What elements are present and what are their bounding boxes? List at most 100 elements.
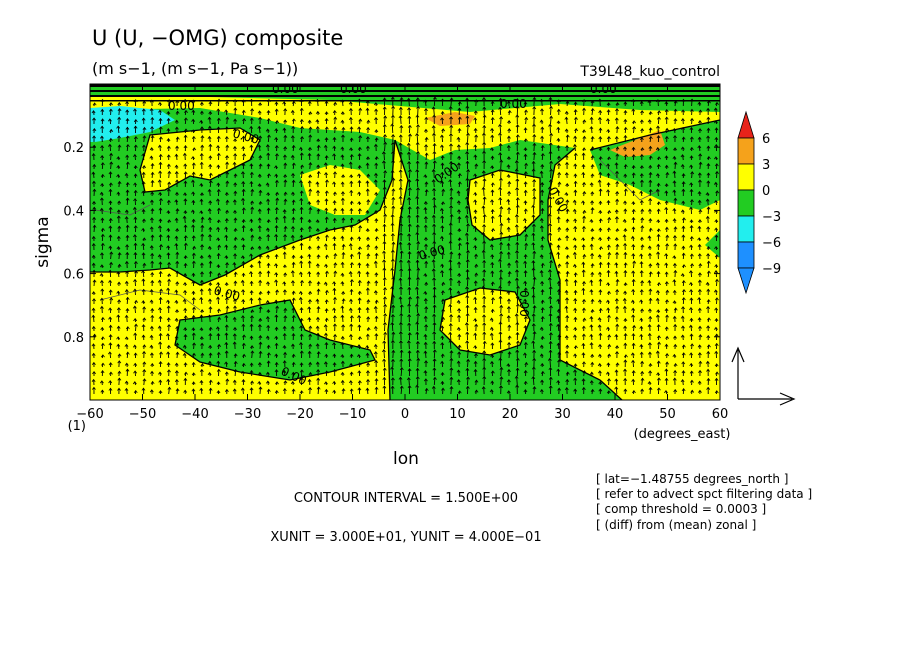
wind-vector-head xyxy=(514,224,519,228)
wind-vector-head xyxy=(680,118,685,122)
wind-vector-head xyxy=(183,377,188,381)
wind-vector-head xyxy=(540,363,545,367)
wind-vector-head xyxy=(332,353,337,357)
wind-vector xyxy=(449,340,452,350)
wind-vector-head xyxy=(673,335,677,339)
wind-vector-head xyxy=(549,132,554,136)
wind-vector-head xyxy=(698,360,703,364)
wind-vector xyxy=(441,270,444,278)
wind-vector-head xyxy=(233,153,238,157)
wind-vector-head xyxy=(133,182,138,186)
wind-vector xyxy=(458,361,460,368)
wind-vector-head xyxy=(324,353,329,357)
wind-vector-head xyxy=(639,153,644,157)
wind-vector xyxy=(550,260,552,269)
wind-vector-head xyxy=(149,352,154,356)
wind-vector-head xyxy=(241,272,246,276)
wind-vector-head xyxy=(532,179,537,183)
wind-vector-head xyxy=(182,344,187,348)
wind-vector-head xyxy=(216,135,221,139)
wind-vector-head xyxy=(690,379,694,383)
wind-vector-head xyxy=(482,375,487,379)
wind-vector-head xyxy=(150,126,154,130)
wind-vector xyxy=(566,135,569,143)
wind-vector-head xyxy=(125,189,130,193)
wind-vector-head xyxy=(167,181,172,185)
wind-vector xyxy=(532,233,535,242)
wind-vector-head xyxy=(348,101,353,105)
wind-vector-head xyxy=(490,308,495,312)
wind-vector-head xyxy=(358,107,363,111)
wind-vector xyxy=(383,151,385,161)
wind-vector-head xyxy=(640,388,645,392)
wind-vector-head xyxy=(416,240,421,245)
wind-vector-head xyxy=(399,358,404,362)
wind-vector-head xyxy=(474,323,479,327)
wind-vector-head xyxy=(149,325,154,329)
wind-vector xyxy=(682,297,685,305)
wind-vector-head xyxy=(100,144,104,149)
wind-vector-head xyxy=(99,279,104,283)
wind-vector-head xyxy=(456,299,461,303)
wind-vector xyxy=(301,126,303,134)
wind-vector-head xyxy=(523,325,528,329)
wind-vector-head xyxy=(282,281,287,285)
contour-field: 0.00 0.00 0.00 0.00 0.00 0.00 0.00 0.00 … xyxy=(90,84,720,400)
wind-vector-head xyxy=(315,126,320,130)
wind-vector-head xyxy=(332,287,337,291)
wind-vector-head xyxy=(100,154,105,159)
wind-vector-head xyxy=(357,146,362,150)
wind-vector-head xyxy=(440,325,445,329)
wind-vector-head xyxy=(316,138,321,142)
wind-vector xyxy=(641,225,643,233)
wind-vector-head xyxy=(698,389,702,393)
wind-vector-head xyxy=(565,199,570,203)
wind-vector-head xyxy=(316,189,320,194)
wind-vector-head xyxy=(556,244,561,248)
wind-vector-head xyxy=(515,295,520,299)
wind-vector-head xyxy=(125,224,130,228)
wind-vector-head xyxy=(564,324,569,328)
wind-vector-head xyxy=(92,224,97,228)
wind-vector-head xyxy=(474,134,479,138)
wind-vector-head xyxy=(573,218,578,222)
wind-vector-head xyxy=(216,252,221,257)
wind-vector-head xyxy=(307,180,312,184)
wind-vector-head xyxy=(564,289,569,293)
wind-vector-head xyxy=(265,128,270,132)
wind-vector-head xyxy=(473,110,478,114)
wind-vector-head xyxy=(681,280,686,284)
wind-vector-head xyxy=(573,244,578,248)
wind-vector-head xyxy=(257,362,262,366)
wind-vector xyxy=(682,379,684,386)
wind-vector-head xyxy=(157,179,162,183)
wind-vector-head xyxy=(639,173,644,177)
wind-vector-head xyxy=(141,208,146,213)
wind-vector-head xyxy=(664,164,669,168)
wind-vector xyxy=(126,136,129,143)
wind-vector-head xyxy=(639,299,644,303)
wind-vector-head xyxy=(407,358,412,362)
wind-vector-head xyxy=(332,315,337,319)
wind-vector-head xyxy=(448,331,453,335)
wind-vector-head xyxy=(424,161,429,165)
wind-vector-head xyxy=(440,225,445,229)
wind-vector-head xyxy=(499,376,504,380)
wind-vector-head xyxy=(532,223,536,227)
wind-vector-head xyxy=(473,191,478,196)
wind-vector-head xyxy=(307,245,312,249)
wind-vector-head xyxy=(399,97,404,101)
wind-vector-head xyxy=(590,136,595,140)
wind-vector xyxy=(143,127,145,134)
wind-vector xyxy=(292,298,295,305)
wind-vector-head xyxy=(681,136,686,140)
wind-vector-head xyxy=(348,116,353,121)
wind-vector-head xyxy=(382,340,387,344)
wind-vector xyxy=(466,322,468,332)
wind-vector-head xyxy=(333,262,338,266)
wind-vector xyxy=(624,127,627,134)
wind-vector-head xyxy=(257,144,262,148)
wind-vector-head xyxy=(574,345,578,349)
wind-vector-head xyxy=(714,143,719,148)
wind-vector xyxy=(333,153,336,161)
